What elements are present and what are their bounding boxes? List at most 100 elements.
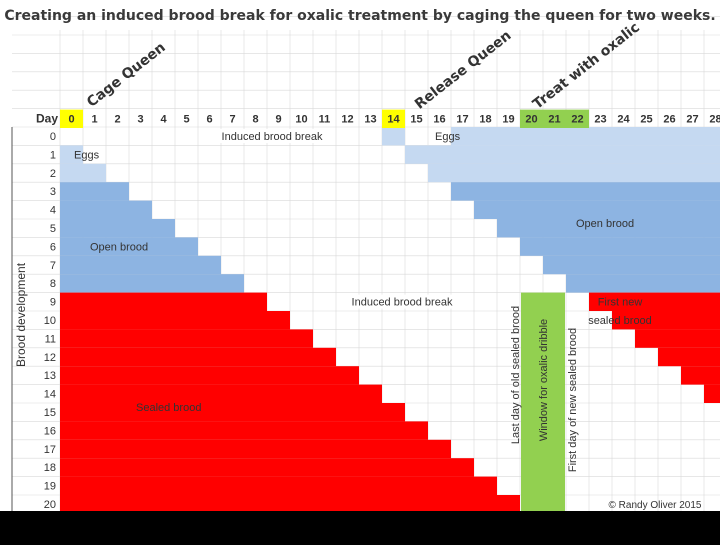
eggs-cell [497,127,520,146]
open-brood-cell [589,274,612,293]
open-brood-cell [612,255,635,275]
open-brood-cell [129,255,152,275]
sealed-brood-cell [244,458,267,477]
sealed-brood-cell [612,292,635,311]
open-brood-cell [60,255,83,275]
sealed-brood-cell [244,329,267,348]
sealed-brood-cell [382,495,405,514]
sealed-brood-cell [198,458,221,477]
open-brood-cell [60,237,83,256]
sealed-brood-cell [681,329,704,348]
row-tick-label: 3 [50,186,56,198]
sealed-brood-cell [83,439,106,459]
row-tick-label: 11 [45,333,56,345]
open-brood-cell [497,219,520,238]
sealed-brood-cell [267,421,290,440]
eggs-cell [497,163,520,183]
sealed-brood-cell [83,366,106,385]
open-brood-cell [566,219,589,238]
sealed-brood-cell [267,311,290,330]
sealed-brood-cell [589,292,612,311]
row-tick-label: 7 [50,260,56,272]
day-tick-label: 24 [617,114,630,126]
open-brood-cell [129,200,152,219]
sealed-brood-cell [290,347,313,367]
open-brood-cell [129,219,152,238]
row-tick-label: 15 [44,407,56,419]
sealed-brood-cell [129,495,152,514]
open-brood-cell [60,219,83,238]
sealed-brood-cell [152,458,175,477]
sealed-brood-cell [106,495,129,514]
sealed-brood-cell [244,384,267,403]
sealed-brood-cell [83,329,106,348]
sealed-brood-cell [198,421,221,440]
sealed-brood-cell [175,495,198,514]
sealed-brood-cell [359,403,382,422]
sealed-brood-cell [382,439,405,459]
sealed-brood-cell [244,476,267,495]
bottom-black-bar [0,511,720,540]
sealed-brood-cell [60,384,83,403]
open-brood-cell [658,274,681,293]
row-tick-label: 0 [50,131,56,143]
eggs-cell [635,127,658,146]
day-tick-label: 23 [594,114,606,126]
open-brood-cell [681,274,704,293]
day-tick-label: 6 [206,114,212,126]
day-tick-label: 5 [183,114,189,126]
open-brood-cell [681,237,704,256]
sealed-brood-cell [405,421,428,440]
day-tick-label: 20 [525,114,537,126]
sealed-brood-cell [359,495,382,514]
eggs-cell [681,145,704,164]
sealed-brood-cell [83,311,106,330]
sealed-brood-cell [221,347,244,367]
sealed-brood-cell [106,329,129,348]
open-brood-cell [589,200,612,219]
sealed-brood-cell [290,403,313,422]
row-tick-label: 14 [44,389,56,401]
sealed-brood-cell [635,311,658,330]
open-brood-cell [612,200,635,219]
open-brood-cell [704,255,720,275]
open-brood-cell [612,182,635,201]
sealed-brood-cell [267,439,290,459]
sealed-brood-cell [198,311,221,330]
sealed-brood-cell [313,495,336,514]
open-brood-cell [83,255,106,275]
first-day-new-sealed-label: First day of new sealed brood [567,328,579,472]
sealed-brood-cell [658,292,681,311]
sealed-brood-cell [681,311,704,330]
induced-brood-break-top-label-bg [209,129,335,143]
sealed-brood-cell [405,476,428,495]
sealed-brood-cell [336,384,359,403]
sealed-brood-cell [152,347,175,367]
sealed-brood-cell [635,329,658,348]
sealed-brood-cell [704,292,720,311]
sealed-brood-cell [152,329,175,348]
open-brood-cell [704,237,720,256]
open-brood-cell [129,274,152,293]
open-brood-cell [704,274,720,293]
sealed-brood-cell [290,366,313,385]
eggs-cell [405,145,428,164]
sealed-brood-cell [336,439,359,459]
sealed-brood-cell [221,495,244,514]
sealed-brood-cell [474,495,497,514]
sealed-brood-cell [313,403,336,422]
open-brood-cell [451,182,474,201]
sealed-brood-cell [175,347,198,367]
row-tick-label: 10 [44,315,56,327]
eggs-cell [543,127,566,146]
day-tick-label: 25 [640,114,652,126]
days20-22-highlight [520,109,589,128]
sealed-brood-cell [451,458,474,477]
day-tick-label: 12 [341,114,353,126]
sealed-brood-cell [382,421,405,440]
sealed-brood-cell [198,347,221,367]
sealed-brood-cell [405,495,428,514]
open-brood-cell [635,237,658,256]
eggs-cell [635,145,658,164]
day-tick-label: 28 [709,114,720,126]
